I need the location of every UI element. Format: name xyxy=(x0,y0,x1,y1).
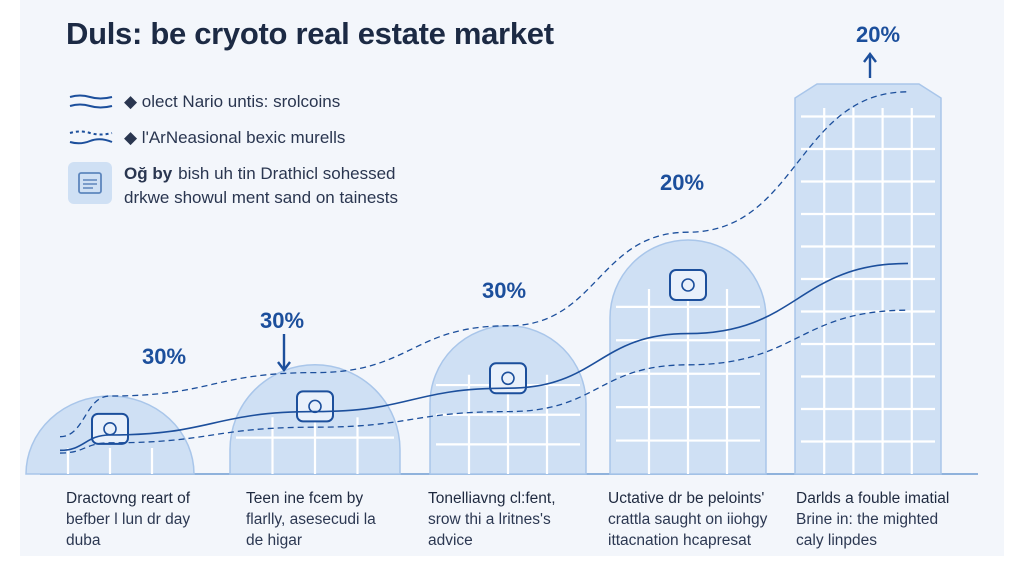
caption-line-l1: Dractovng reart of xyxy=(66,490,191,507)
data-label-3: 30% xyxy=(482,278,527,303)
caption-line-l1: Darlds a fouble imatial xyxy=(796,490,950,507)
data-label-1: 30% xyxy=(142,344,187,369)
bar-emblem-icon-4 xyxy=(669,269,707,301)
down-arrow-icon-head xyxy=(277,361,291,372)
up-arrow-icon-head xyxy=(863,52,877,63)
note-bold: Oğ by xyxy=(124,164,173,183)
document-glyph xyxy=(78,172,102,194)
legend-label-1: ◆ olect Nario untis: srolcoins xyxy=(124,92,341,111)
chart-stage: Duls: be cryoto real estate market ◆ ole… xyxy=(20,0,1004,556)
bar-emblem-icon-3 xyxy=(489,362,527,395)
info-note: Oğ by bish uh tin Drathicl sohessed drkwe… xyxy=(68,162,464,210)
data-label-5: 20% xyxy=(856,22,901,47)
note-line-1: bish uh tin Drathicl sohessed xyxy=(178,164,396,183)
caption-line-l2: befber l lun dr day xyxy=(66,511,191,528)
bar-emblem-dot-4 xyxy=(681,278,695,292)
chart-title: Duls: be cryoto real estate market xyxy=(66,16,554,51)
caption-line-l2: Brine in: the mighted xyxy=(796,511,939,528)
trend-line-2 xyxy=(59,262,909,452)
bar-emblem-dot-3 xyxy=(501,371,515,386)
bar-emblem-icon-2 xyxy=(296,390,334,423)
chart-canvas xyxy=(25,52,978,475)
trend-line-1 xyxy=(59,91,909,438)
category-caption-2: Teen ine fcem by flarlly, asesecudi la de … xyxy=(246,488,426,551)
caption-line-l2: flarlly, asesecudi la xyxy=(246,511,376,528)
data-label-4: 20% xyxy=(660,170,705,195)
category-caption-3: Tonelliavng cl:fent, srow thi a lritnes's… xyxy=(428,488,608,551)
note-text: Oğ by bish uh tin Drathicl sohessed drkwe… xyxy=(124,162,464,210)
note-line-2: drkwe showul ment sand on tainests xyxy=(124,188,399,207)
caption-line-l1: Tonelliavng cl:fent, xyxy=(428,490,556,507)
category-caption-5: Darlds a fouble imatial Brine in: the mig… xyxy=(796,488,976,551)
caption-line-l3: duba xyxy=(66,532,101,549)
data-label-2: 30% xyxy=(260,308,305,333)
trend-line-3 xyxy=(59,309,909,454)
legend-label-2: ◆ l'ArNeasional bexic murells xyxy=(124,128,346,147)
caption-line-l2: crattla saught on iiohgy xyxy=(608,511,768,528)
legend-item-2: ◆ l'ArNeasional bexic murells xyxy=(68,128,345,148)
dotted-wave-icon xyxy=(69,130,113,145)
caption-line-l3: ittacnation hcapresat xyxy=(608,532,752,549)
caption-line-l1: Uctative dr be peloints' xyxy=(608,490,765,507)
wave-lines-icon xyxy=(69,94,113,109)
category-caption-4: Uctative dr be peloints' crattla saught o… xyxy=(608,488,788,551)
caption-line-l2: srow thi a lritnes's xyxy=(428,511,551,528)
caption-line-l3: caly linpdes xyxy=(796,532,877,549)
document-icon xyxy=(68,162,112,204)
caption-line-l1: Teen ine fcem by xyxy=(246,490,364,507)
caption-line-l3: advice xyxy=(428,532,473,549)
category-caption-1: Dractovng reart of befber l lun dr day dub… xyxy=(66,488,246,551)
bar-emblem-icon-1 xyxy=(91,412,129,445)
legend-item-1: ◆ olect Nario untis: srolcoins xyxy=(68,92,340,112)
caption-line-l3: de higar xyxy=(246,532,303,549)
